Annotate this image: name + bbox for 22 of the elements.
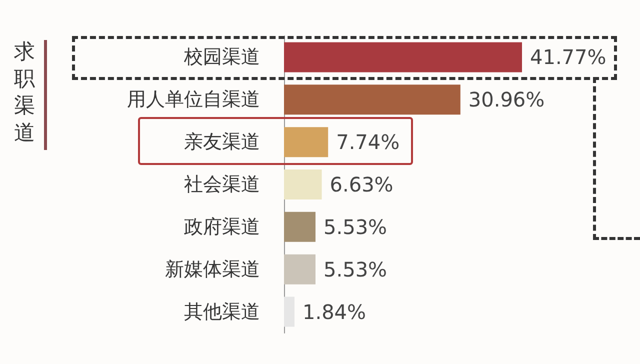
data-label: 5.53% bbox=[324, 257, 388, 282]
bar bbox=[284, 84, 460, 115]
bar bbox=[284, 254, 316, 284]
y-tick-label: 其他渠道 bbox=[184, 300, 260, 323]
y-tick-label: 政府渠道 bbox=[184, 216, 260, 238]
bar bbox=[284, 42, 522, 72]
y-tick-label: 新媒体渠道 bbox=[165, 258, 260, 280]
y-tick-label: 校园渠道 bbox=[183, 46, 260, 68]
y-tick-label: 用人单位自渠道 bbox=[127, 88, 260, 111]
bar bbox=[284, 170, 322, 200]
y-tick-label: 社会渠道 bbox=[184, 174, 260, 196]
bar bbox=[284, 212, 316, 242]
y-axis-title: 求职渠道 bbox=[14, 40, 35, 144]
data-label: 41.77% bbox=[530, 45, 606, 70]
bar bbox=[284, 127, 328, 158]
data-label: 30.96% bbox=[468, 88, 545, 112]
bar bbox=[284, 296, 294, 327]
data-label: 7.74% bbox=[336, 130, 400, 154]
data-label: 1.84% bbox=[302, 300, 366, 324]
data-label: 6.63% bbox=[330, 172, 394, 196]
data-label: 5.53% bbox=[324, 214, 388, 239]
y-tick-label: 亲友渠道 bbox=[184, 131, 260, 154]
